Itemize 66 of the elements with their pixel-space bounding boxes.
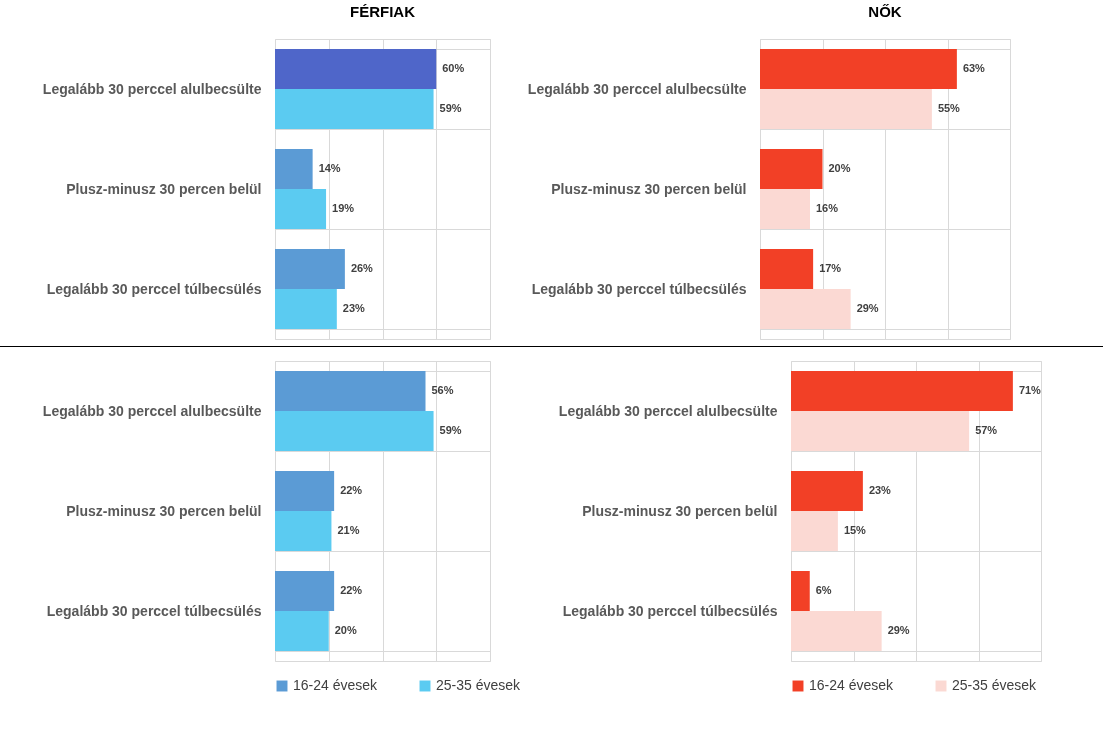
data-label: 23% — [342, 302, 366, 314]
bar — [275, 189, 327, 229]
data-label: 71% — [1018, 384, 1042, 396]
bar — [791, 411, 970, 451]
bar — [275, 571, 335, 611]
data-label: 16% — [816, 202, 839, 214]
bar — [275, 289, 337, 329]
bar — [275, 511, 332, 551]
y-tick-label: Legalább 30 perccel túlbecsülés — [46, 602, 262, 619]
data-label: 22% — [340, 484, 363, 496]
legend-label: 16-24 évesek — [809, 677, 895, 693]
data-label: 6% — [815, 584, 832, 596]
y-tick-label: Plusz-minusz 30 percen belül — [582, 502, 778, 519]
y-tick-label: Legalább 30 perccel alulbecsülte — [42, 402, 262, 419]
y-tick-label: Plusz-minusz 30 percen belül — [551, 180, 747, 197]
data-label: 15% — [843, 524, 867, 536]
bar — [275, 411, 434, 451]
bar — [791, 571, 810, 611]
data-label: 55% — [937, 102, 961, 114]
y-tick-label: Plusz-minusz 30 percen belül — [66, 502, 262, 519]
data-label: 23% — [868, 484, 892, 496]
bar — [791, 511, 838, 551]
data-label: 60% — [442, 62, 465, 74]
data-label: 17% — [819, 262, 842, 274]
data-label: 59% — [439, 102, 462, 114]
bar — [791, 611, 882, 651]
data-label: 20% — [828, 162, 851, 174]
y-tick-label: Legalább 30 perccel túlbecsülés — [531, 280, 747, 297]
y-tick-label: Legalább 30 perccel alulbecsülte — [42, 80, 262, 97]
data-label: 29% — [856, 302, 879, 314]
y-tick-label: Legalább 30 perccel alulbecsülte — [558, 402, 778, 419]
data-label: 57% — [975, 424, 998, 436]
data-label: 56% — [431, 384, 454, 396]
chart-title: FÉRFIAK — [350, 3, 416, 20]
data-label: 63% — [962, 62, 986, 74]
data-label: 14% — [318, 162, 341, 174]
data-label: 29% — [887, 624, 910, 636]
y-tick-label: Legalább 30 perccel túlbecsülés — [562, 602, 778, 619]
data-label: 20% — [334, 624, 357, 636]
bar — [275, 371, 426, 411]
y-tick-label: Legalább 30 perccel alulbecsülte — [527, 80, 747, 97]
y-tick-label: Legalább 30 perccel túlbecsülés — [46, 280, 262, 297]
data-label: 22% — [340, 584, 363, 596]
bar — [275, 611, 329, 651]
bar — [275, 471, 335, 511]
y-tick-label: Plusz-minusz 30 percen belül — [66, 180, 262, 197]
bar — [760, 89, 932, 129]
bar — [760, 149, 823, 189]
bar — [275, 89, 434, 129]
data-label: 26% — [350, 262, 374, 274]
bar — [760, 249, 814, 289]
bar — [791, 471, 863, 511]
bar — [275, 249, 345, 289]
bar — [791, 371, 1013, 411]
bar — [760, 189, 810, 229]
bar — [760, 289, 851, 329]
bar — [275, 149, 313, 189]
legend-label: 25-35 évesek — [952, 677, 1038, 693]
chart-title: NŐK — [868, 3, 902, 20]
data-label: 21% — [337, 524, 360, 536]
bar — [275, 49, 437, 89]
data-label: 19% — [332, 202, 355, 214]
data-label: 59% — [439, 424, 462, 436]
bar — [760, 49, 957, 89]
legend-label: 16-24 évesek — [293, 677, 379, 693]
legend-label: 25-35 évesek — [436, 677, 522, 693]
